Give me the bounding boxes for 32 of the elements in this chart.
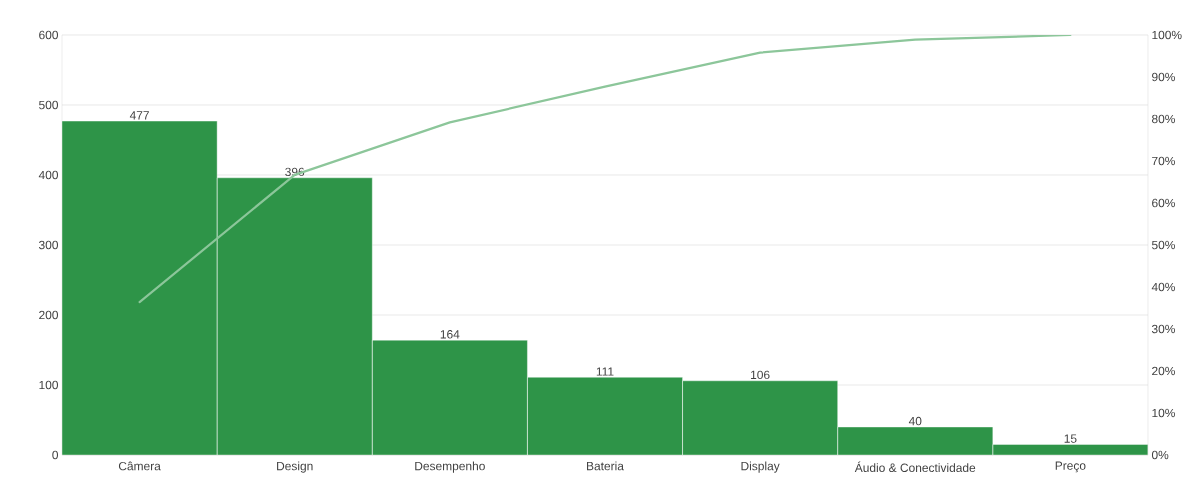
y2-tick-label: 70%	[1152, 156, 1175, 166]
bar	[62, 120, 218, 455]
y-tick-label: 600	[39, 30, 59, 40]
y-tick-label: 400	[38, 170, 59, 180]
y2-tick-label: 10%	[1152, 408, 1175, 418]
x-tick-label: Áudio & Conectividade	[854, 461, 976, 472]
y-tick-label: 300	[38, 240, 59, 250]
y2-tick-label: 60%	[1152, 198, 1175, 208]
x-tick-label: Design	[277, 461, 313, 473]
y2-tick-label: 90%	[1152, 72, 1175, 82]
y2-tick-label: 0%	[1151, 450, 1169, 460]
data-label: 477	[129, 111, 149, 120]
y-tick-label: 500	[39, 100, 59, 110]
data-label: 15	[1064, 434, 1077, 443]
data-label: 164	[440, 330, 460, 339]
x-tick-label: Preço	[1055, 461, 1086, 473]
x-tick-label: Câmera	[118, 461, 161, 471]
y2-tick-label: 100%	[1152, 30, 1182, 40]
x-tick-label: Display	[741, 461, 780, 473]
y-tick-label: 0	[52, 450, 59, 460]
y2-tick-label: 80%	[1151, 114, 1175, 124]
y2-tick-label: 20%	[1152, 366, 1175, 376]
data-label: 106	[751, 370, 770, 380]
y2-tick-label: 40%	[1151, 282, 1175, 292]
data-label: 40	[908, 416, 922, 426]
y2-tick-label: 30%	[1151, 324, 1175, 334]
x-tick-label: Bateria	[587, 461, 624, 471]
y2-tick-label: 50%	[1151, 240, 1175, 250]
y-tick-label: 200	[39, 310, 59, 320]
y-tick-label: 100	[39, 380, 59, 390]
x-tick-label: Desempenho	[415, 461, 485, 473]
data-label: 111	[596, 367, 614, 376]
